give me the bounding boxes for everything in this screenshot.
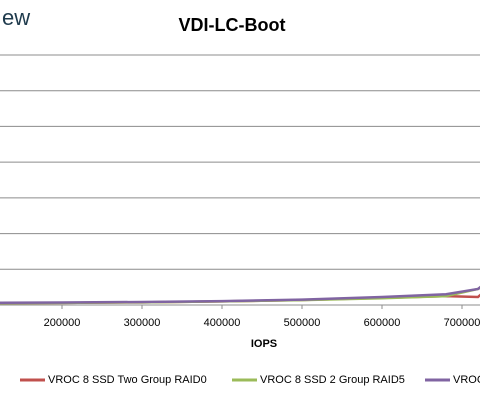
- x-tick-label: 400000: [204, 317, 241, 329]
- legend-label: VROC: [453, 374, 480, 386]
- x-tick-label: 700000: [444, 317, 480, 329]
- brand-logo: ew: [2, 5, 30, 30]
- x-tick-label: 200000: [44, 317, 81, 329]
- x-tick-label: 600000: [364, 317, 401, 329]
- x-tick-label: 500000: [284, 317, 321, 329]
- chart-title: VDI-LC-Boot: [179, 15, 286, 35]
- legend-label: VROC 8 SSD Two Group RAID0: [48, 374, 207, 386]
- x-axis-label: IOPS: [251, 338, 277, 350]
- legend-label: VROC 8 SSD 2 Group RAID5: [260, 374, 405, 386]
- series-line: [0, 285, 480, 305]
- x-tick-label: 300000: [124, 317, 161, 329]
